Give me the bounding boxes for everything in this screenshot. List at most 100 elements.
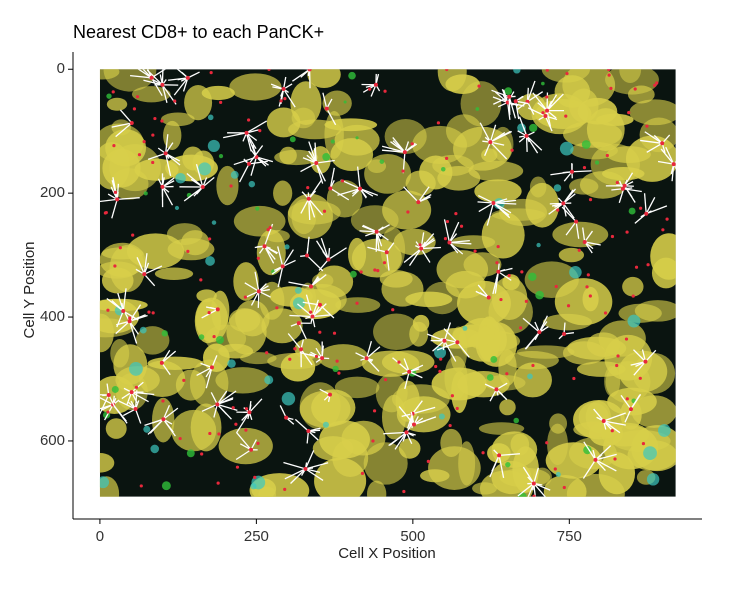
cd8-cell xyxy=(384,378,387,381)
cd8-cell xyxy=(130,390,134,394)
cd8-cell xyxy=(645,125,648,128)
cd8-cell xyxy=(136,95,139,98)
cd8-cell xyxy=(589,294,592,297)
green-cell xyxy=(441,167,446,172)
cyan-cell xyxy=(513,66,520,73)
tissue xyxy=(367,481,386,508)
cd8-cell xyxy=(299,347,303,351)
cd8-cell xyxy=(514,99,518,103)
cd8-cell xyxy=(519,326,522,329)
cd8-cell xyxy=(661,228,664,231)
cd8-cell xyxy=(608,73,611,76)
cd8-cell xyxy=(257,257,260,260)
cd8-cell xyxy=(611,235,614,238)
tissue xyxy=(318,344,368,370)
tissue xyxy=(491,208,545,221)
cd8-cell xyxy=(491,201,495,205)
cd8-cell xyxy=(406,210,409,213)
cd8-cell xyxy=(337,372,340,375)
cd8-cell xyxy=(407,370,411,374)
tissue xyxy=(191,403,222,451)
cd8-cell xyxy=(186,250,189,253)
x-tick-label: 750 xyxy=(557,528,582,545)
cd8-cell xyxy=(545,95,548,98)
cd8-cell xyxy=(253,476,256,479)
cd8-cell xyxy=(495,261,498,264)
cd8-cell xyxy=(307,197,311,201)
cd8-cell xyxy=(303,467,307,471)
cd8-cell xyxy=(150,76,154,80)
tissue xyxy=(267,107,301,137)
green-cell xyxy=(487,374,494,381)
cd8-cell xyxy=(328,393,332,397)
cyan-cell xyxy=(231,171,239,179)
y-axis-label: Cell Y Position xyxy=(21,241,38,338)
tissue xyxy=(102,149,140,188)
cd8-cell xyxy=(525,134,529,138)
cd8-cell xyxy=(279,99,282,102)
cd8-cell xyxy=(267,68,270,71)
cd8-cell xyxy=(439,358,442,361)
cyan-cell xyxy=(560,142,574,156)
cd8-cell xyxy=(454,212,457,215)
cd8-cell xyxy=(208,311,211,314)
cd8-cell xyxy=(635,266,638,269)
cd8-cell xyxy=(606,154,609,157)
cd8-cell xyxy=(200,452,203,455)
cd8-cell xyxy=(632,294,635,297)
cd8-cell xyxy=(602,419,606,423)
cyan-cell xyxy=(249,181,255,187)
tissue xyxy=(107,98,127,111)
cyan-cell xyxy=(208,140,220,152)
cd8-cell xyxy=(113,264,116,267)
cd8-cell xyxy=(293,347,296,350)
cd8-cell xyxy=(217,432,220,435)
cd8-cell xyxy=(244,429,247,432)
cd8-cell xyxy=(282,87,286,91)
x-tick-label: 0 xyxy=(96,528,104,545)
cd8-cell xyxy=(473,250,476,253)
cd8-cell xyxy=(499,298,502,301)
cd8-cell xyxy=(583,166,586,169)
green-cell xyxy=(162,330,168,336)
cyan-cell xyxy=(556,472,561,477)
link xyxy=(572,171,592,172)
cd8-cell xyxy=(151,133,154,136)
cyan-cell xyxy=(175,206,179,210)
cd8-cell xyxy=(263,244,267,248)
cd8-cell xyxy=(173,99,176,102)
cd8-cell xyxy=(208,432,211,435)
cd8-cell xyxy=(121,309,125,313)
cd8-cell xyxy=(520,270,523,273)
cyan-cell xyxy=(198,162,211,175)
cd8-cell xyxy=(245,131,249,135)
cd8-cell xyxy=(385,250,389,254)
cd8-cell xyxy=(481,451,484,454)
cyan-cell xyxy=(647,473,659,485)
tissue xyxy=(240,352,276,364)
tissue xyxy=(604,366,620,397)
tissue xyxy=(273,181,292,206)
green-cell xyxy=(216,336,224,344)
tissue xyxy=(106,418,127,439)
cd8-cell xyxy=(133,107,136,110)
cd8-cell xyxy=(314,161,318,165)
cd8-cell xyxy=(383,90,386,93)
cyan-cell xyxy=(295,287,302,294)
green-cell xyxy=(595,161,599,165)
cd8-cell xyxy=(449,424,452,427)
cd8-cell xyxy=(309,284,313,288)
cyan-cell xyxy=(205,256,215,266)
cd8-cell xyxy=(437,121,440,124)
green-cell xyxy=(162,481,171,490)
cd8-cell xyxy=(106,309,109,312)
cd8-cell xyxy=(589,198,592,201)
tissue xyxy=(202,86,235,100)
cd8-cell xyxy=(616,354,619,357)
cd8-cell xyxy=(578,249,581,252)
cd8-cell xyxy=(455,340,459,344)
tissue xyxy=(472,482,497,494)
cd8-cell xyxy=(247,162,251,166)
cd8-cell xyxy=(585,285,588,288)
cd8-cell xyxy=(164,151,168,155)
